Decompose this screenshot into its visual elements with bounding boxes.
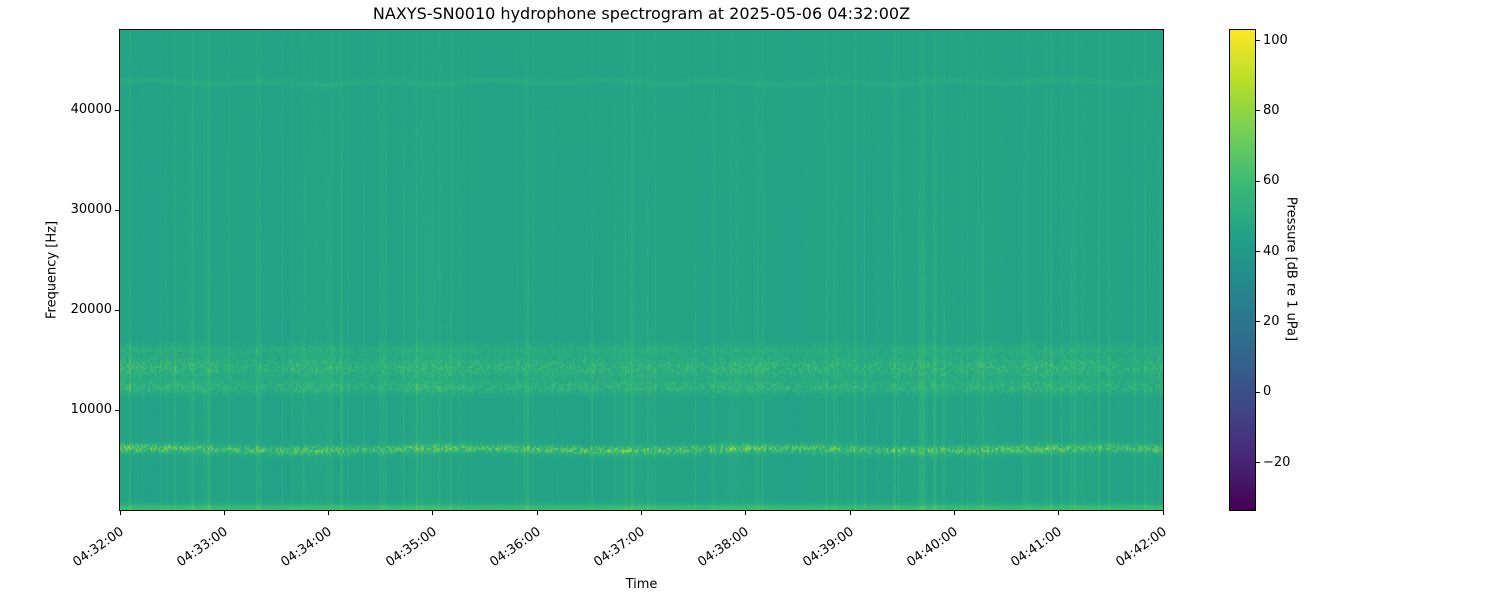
x-axis-tick-label: 04:37:00 bbox=[591, 524, 648, 571]
colorbar-tick-mark bbox=[1256, 391, 1260, 393]
colorbar-tick-label: 60 bbox=[1263, 173, 1280, 189]
x-axis-tick-mark bbox=[849, 511, 851, 515]
x-axis-tick-mark bbox=[536, 511, 538, 515]
colorbar-tick-mark bbox=[1256, 110, 1260, 112]
y-axis-tick-label: 40000 bbox=[70, 102, 112, 117]
colorbar-frame bbox=[1229, 29, 1256, 511]
x-axis-tick-mark bbox=[119, 511, 121, 515]
x-axis-tick-label: 04:41:00 bbox=[1008, 524, 1065, 571]
colorbar-tick-mark bbox=[1256, 462, 1260, 464]
y-axis-tick-label: 10000 bbox=[70, 402, 112, 417]
y-axis-tick-mark bbox=[115, 409, 119, 411]
y-axis-tick-mark bbox=[115, 109, 119, 111]
x-axis-tick-mark bbox=[1162, 511, 1164, 515]
colorbar-title: Pressure [dB re 1 uPa] bbox=[1283, 196, 1299, 342]
x-axis-tick-label: 04:38:00 bbox=[695, 524, 753, 571]
y-axis-tick-label: 30000 bbox=[70, 202, 112, 217]
colorbar-tick-mark bbox=[1256, 251, 1260, 253]
plot-frame bbox=[119, 29, 1164, 511]
x-axis-tick-label: 04:39:00 bbox=[799, 524, 857, 571]
y-axis-tick-mark bbox=[115, 209, 119, 211]
x-axis-tick-mark bbox=[953, 511, 955, 515]
x-axis-tick-mark bbox=[1058, 511, 1060, 515]
x-axis-tick-label: 04:36:00 bbox=[487, 524, 544, 571]
x-axis-title: Time bbox=[625, 577, 658, 592]
colorbar-tick-label: 20 bbox=[1263, 313, 1280, 329]
colorbar-tick-label: 40 bbox=[1263, 243, 1280, 259]
x-axis-tick-mark bbox=[328, 511, 330, 515]
x-axis-tick-label: 04:42:00 bbox=[1112, 524, 1170, 571]
x-axis-tick-mark bbox=[223, 511, 225, 515]
colorbar-tick-mark bbox=[1256, 321, 1260, 323]
colorbar-tick-label: 100 bbox=[1263, 32, 1288, 48]
x-axis-tick-label: 04:35:00 bbox=[382, 524, 440, 571]
x-axis-tick-label: 04:32:00 bbox=[69, 524, 127, 571]
colorbar-tick-label: 80 bbox=[1263, 102, 1280, 118]
chart-title: NAXYS-SN0010 hydrophone spectrogram at 2… bbox=[372, 4, 911, 23]
colorbar-tick-mark bbox=[1256, 40, 1260, 42]
colorbar-tick-label: 0 bbox=[1263, 384, 1272, 400]
y-axis-tick-mark bbox=[115, 309, 119, 311]
x-axis-tick-label: 04:40:00 bbox=[904, 524, 961, 571]
y-axis-tick-label: 20000 bbox=[70, 302, 112, 317]
colorbar-tick-label: −20 bbox=[1263, 454, 1291, 470]
x-axis-tick-mark bbox=[745, 511, 747, 515]
x-axis-tick-mark bbox=[432, 511, 434, 515]
colorbar-gradient bbox=[1230, 30, 1255, 510]
x-axis-tick-mark bbox=[641, 511, 642, 515]
y-axis-title: Frequency [Hz] bbox=[44, 220, 60, 320]
colorbar-tick-mark bbox=[1256, 180, 1260, 182]
spectrogram-canvas bbox=[120, 30, 1163, 510]
x-axis-tick-label: 04:33:00 bbox=[174, 524, 231, 571]
x-axis-tick-label: 04:34:00 bbox=[278, 524, 335, 571]
